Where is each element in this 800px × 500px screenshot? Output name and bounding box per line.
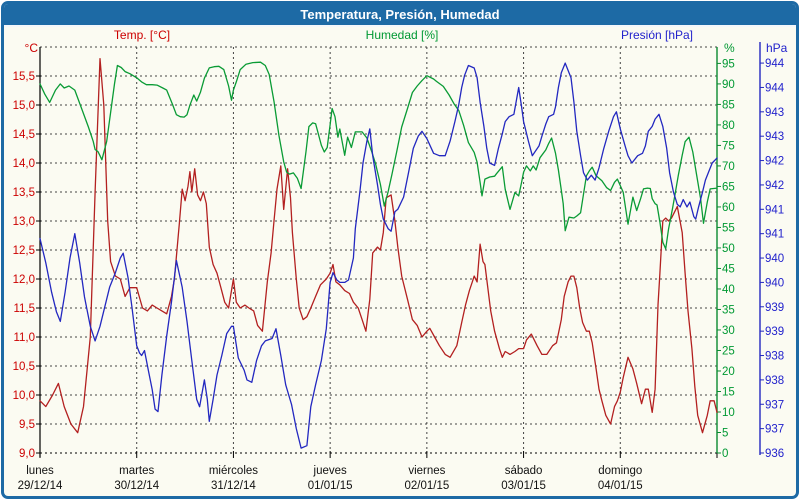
temp-tick-label: 12,0	[13, 274, 35, 286]
humidity-tick-label: 70	[722, 161, 735, 173]
pressure-tick-label: 944	[765, 58, 785, 70]
temperature-curve	[39, 57, 718, 434]
humidity-tick-label: 90	[722, 79, 735, 91]
humidity-tick-label: 25	[722, 345, 735, 357]
x-axis-day-date: 01/01/15	[308, 480, 353, 492]
temp-tick-label: 10,0	[13, 390, 35, 402]
gridlines	[40, 46, 717, 454]
temp-tick-label: 9,0	[19, 448, 35, 460]
pressure-tick-label: 944	[765, 82, 785, 94]
x-axis-day-name: lunes	[26, 465, 54, 477]
x-axis-day-date: 31/12/14	[211, 480, 256, 492]
humidity-tick-label: 85	[722, 99, 735, 111]
pressure-tick-label: 936	[765, 448, 784, 460]
pressure-tick-label: 941	[765, 204, 784, 216]
pressure-tick-label: 939	[765, 302, 784, 314]
window-title-bar: Temperatura, Presión, Humedad	[4, 4, 796, 27]
x-axis-day-name: domingo	[598, 465, 642, 477]
pressure-tick-label: 937	[765, 399, 784, 411]
pressure-curve	[39, 62, 718, 449]
humidity-tick-label: 35	[722, 304, 735, 316]
humidity-tick-label: 30	[722, 325, 735, 337]
humidity-tick-label: 20	[722, 366, 735, 378]
humidity-tick-label: 10	[722, 407, 735, 419]
x-axis-day-name: martes	[119, 465, 154, 477]
temp-tick-label: 11,0	[13, 332, 35, 344]
x-axis-day-name: sábado	[505, 465, 543, 477]
humidity-tick-label: 50	[722, 243, 735, 255]
humidity-tick-label: 55	[722, 222, 735, 234]
humidity-tick-label: 95	[722, 58, 735, 70]
humidity-tick-label: 5	[722, 427, 728, 439]
pressure-axis: 944 944 943 943 942 942 941 941 940 940 939 939 938 9…	[759, 42, 785, 460]
temp-tick-label: 9,5	[19, 419, 35, 431]
temp-tick-label: 14,5	[13, 129, 35, 141]
pressure-tick-label: 940	[765, 277, 784, 289]
humidity-tick-label: 40	[722, 284, 735, 296]
humidity-axis-unit-label: %	[724, 41, 735, 55]
temp-axis: 15,5 15,0 14,5 14,0 13,5 13,0 12,5 12,0 11,5 11,0…	[13, 47, 41, 460]
humidity-tick-label: 75	[722, 140, 735, 152]
pressure-tick-label: 938	[765, 351, 784, 363]
x-axis-day-date: 03/01/15	[501, 480, 546, 492]
pressure-tick-label: 943	[765, 107, 784, 119]
legend-pressure: Presión [hPa]	[620, 28, 694, 42]
pressure-axis-unit-label: hPa	[766, 41, 788, 55]
temp-tick-label: 12,5	[13, 245, 35, 257]
x-axis-day-name: jueves	[313, 465, 347, 477]
pressure-tick-label: 937	[765, 424, 784, 436]
humidity-tick-label: 45	[722, 263, 735, 275]
x-axis-day-date: 04/01/15	[598, 480, 643, 492]
temp-tick-label: 14,0	[13, 158, 35, 170]
humidity-tick-label: 80	[722, 120, 735, 132]
temp-tick-label: 13,5	[13, 187, 35, 199]
humidity-tick-label: 60	[722, 202, 735, 214]
humidity-tick-label: 65	[722, 181, 735, 193]
x-axis-day-date: 30/12/14	[114, 480, 159, 492]
temp-tick-label: 10,5	[13, 361, 35, 373]
pressure-tick-label: 941	[765, 229, 784, 241]
humidity-curve	[39, 61, 718, 250]
legend-humidity: Humedad [%]	[365, 28, 439, 42]
x-axis-day-name: viernes	[408, 465, 445, 477]
pressure-tick-label: 940	[765, 253, 784, 265]
x-axis-day-date: 02/01/15	[404, 480, 449, 492]
pressure-tick-label: 942	[765, 156, 784, 168]
temp-tick-label: 15,0	[13, 100, 35, 112]
temp-tick-label: 11,5	[13, 303, 35, 315]
humidity-tick-label: 15	[722, 386, 735, 398]
temp-axis-unit-label: °C	[24, 41, 38, 55]
pressure-tick-label: 943	[765, 131, 784, 143]
window-title: Temperatura, Presión, Humedad	[300, 7, 500, 22]
x-axis: lunes 29/12/14 martes 30/12/14 miércoles 31/1…	[18, 451, 718, 492]
pressure-tick-label: 942	[765, 180, 784, 192]
temp-tick-label: 13,0	[13, 216, 35, 228]
pressure-tick-label: 939	[765, 326, 784, 338]
x-axis-day-date: 29/12/14	[18, 480, 63, 492]
x-axis-day-name: miércoles	[209, 465, 258, 477]
legend-temperature: Temp. [°C]	[113, 28, 171, 42]
pressure-tick-label: 938	[765, 375, 784, 387]
temp-tick-label: 15,5	[13, 71, 35, 83]
humidity-tick-label: 0	[722, 448, 728, 460]
